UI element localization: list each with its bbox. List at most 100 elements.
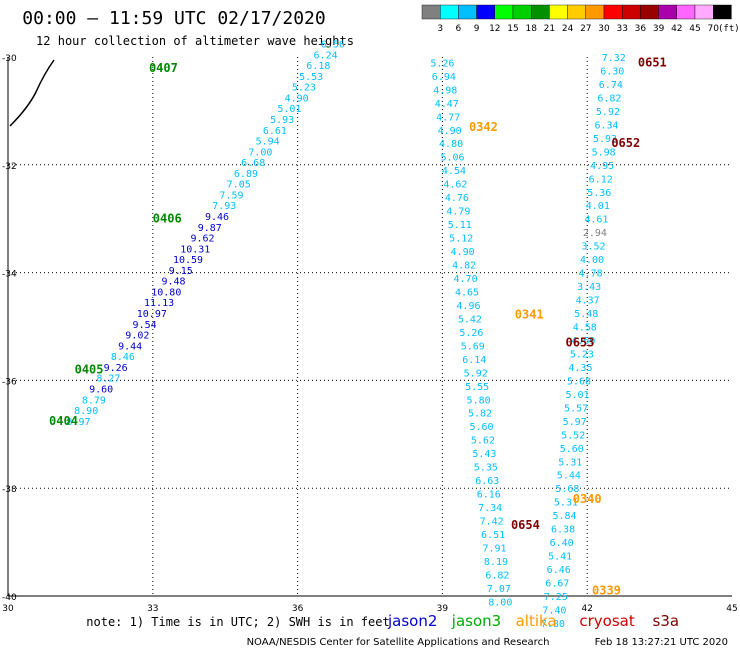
- colorbar-swatch: [585, 4, 605, 20]
- wave-height-label: 6.40: [550, 538, 574, 549]
- colorbar-tick-label: 3: [437, 24, 443, 34]
- wave-height-label: 4.37: [576, 296, 600, 307]
- wave-height-label: 5.92: [464, 368, 488, 379]
- pass-time-label: 0654: [511, 518, 540, 532]
- wave-height-label: 6.82: [597, 93, 621, 104]
- y-tick-label: -36: [2, 377, 17, 387]
- y-tick-label: -32: [2, 162, 17, 172]
- wave-height-label: 9.60: [89, 384, 113, 395]
- wave-height-label: 6.18: [306, 61, 330, 72]
- wave-height-label: 5.57: [564, 403, 588, 414]
- wave-height-label: 9.46: [205, 212, 229, 223]
- wave-height-label: 10.59: [173, 255, 203, 266]
- wave-height-label: 4.79: [446, 207, 470, 218]
- wave-height-label: 6.89: [234, 169, 258, 180]
- x-tick-label: 45: [726, 604, 737, 614]
- colorbar-tick-label: 12: [489, 24, 500, 34]
- wave-height-label: 7.91: [482, 543, 506, 554]
- colorbar-tick-label: 30: [598, 24, 610, 34]
- y-tick-label: -38: [2, 485, 17, 495]
- wave-height-label: 6.12: [589, 174, 613, 185]
- wave-height-label: 6.61: [263, 126, 287, 137]
- wave-height-label: 5.23: [292, 83, 316, 94]
- colorbar-swatch: [476, 4, 496, 20]
- wave-height-label: 4.35: [568, 363, 592, 374]
- legend-item-altika: altika: [516, 612, 557, 630]
- colorbar: 3 6 9 12 15 18 21 24 27 30 33 36 39 42 45 70: [421, 4, 732, 34]
- wave-height-label: 4.82: [452, 261, 476, 272]
- wave-height-label: 5.43: [472, 449, 496, 460]
- wave-height-label: 9.02: [125, 331, 149, 342]
- colorbar-swatch: [658, 4, 677, 20]
- wave-height-label: 5.41: [548, 552, 572, 563]
- wave-height-label: 5.60: [560, 444, 584, 455]
- wave-height-label: 7.34: [478, 503, 502, 514]
- wave-height-label: 7.40: [542, 605, 566, 616]
- pass-time-label: 0341: [515, 308, 544, 322]
- wave-height-label: 5.26: [430, 58, 454, 69]
- wave-height-label: 9.26: [104, 363, 128, 374]
- wave-height-label: 5.01: [565, 390, 589, 401]
- wave-height-label: 4.80: [439, 139, 463, 150]
- legend-item-s3a: s3a: [653, 612, 680, 630]
- legend-item-jason3: jason3: [451, 612, 501, 630]
- colorbar-swatch: [676, 4, 696, 20]
- wave-height-label: 6.51: [481, 530, 505, 541]
- wave-height-label: 6.16: [477, 490, 501, 501]
- wave-height-label: 4.00: [580, 255, 604, 266]
- wave-height-label: 5.31: [554, 498, 578, 509]
- pass-time-label: 0340: [573, 492, 602, 506]
- wave-height-label: 5.80: [467, 395, 491, 406]
- wave-height-label: 9.54: [133, 320, 157, 331]
- colorbar-tick-label: 70: [707, 24, 719, 34]
- colorbar-swatch: [421, 4, 441, 20]
- wave-height-label: 9.87: [198, 223, 222, 234]
- wave-height-label: 5.48: [574, 309, 598, 320]
- y-tick-label: -40: [2, 593, 17, 603]
- wave-height-label: 6.63: [475, 476, 499, 487]
- wave-height-label: 4.77: [436, 112, 460, 123]
- colorbar-swatch: [458, 4, 477, 20]
- chart-subtitle: 12 hour collection of altimeter wave hei…: [36, 34, 354, 48]
- wave-height-label: 4.47: [435, 99, 459, 110]
- colorbar-tick-label: 36: [635, 24, 647, 34]
- wave-height-label: 3.43: [577, 282, 601, 293]
- wave-height-label: 8.19: [484, 557, 508, 568]
- footer-timestamp: Feb 18 13:27:21 UTC 2020: [595, 637, 728, 648]
- colorbar-tick-label: 6: [456, 24, 462, 34]
- pass-time-label: 0405: [75, 363, 104, 377]
- wave-height-label: 6.46: [547, 565, 571, 576]
- colorbar-swatch: [549, 4, 568, 20]
- colorbar-swatch: [512, 4, 532, 20]
- colorbar-swatch: [622, 4, 641, 20]
- wave-height-label: 10.97: [137, 309, 167, 320]
- wave-height-label: 3.52: [581, 242, 605, 253]
- wave-height-label: 4.61: [584, 215, 608, 226]
- pass-time-label: 0652: [611, 136, 640, 150]
- colorbar-tick-label: 15: [507, 24, 518, 34]
- pass-time-label: 0407: [149, 61, 178, 75]
- wave-height-label: 5.69: [461, 341, 485, 352]
- wave-height-label: 5.12: [449, 234, 473, 245]
- wave-height-label: 5.98: [592, 147, 616, 158]
- wave-height-label: 5.68: [555, 484, 579, 495]
- wave-height-label: 6.24: [314, 50, 338, 61]
- wave-height-label: 5.01: [277, 104, 301, 115]
- x-tick-label: 36: [292, 604, 304, 614]
- wave-height-label: 8.46: [111, 352, 135, 363]
- wave-height-label: 5.93: [593, 134, 617, 145]
- colorbar-tick-label: 42: [671, 24, 682, 34]
- wave-height-label: 7.32: [602, 53, 626, 64]
- wave-height-label: 10.80: [151, 287, 181, 298]
- colorbar-tick-label: 21: [544, 24, 555, 34]
- wave-height-label: 5.06: [440, 153, 464, 164]
- wave-height-label: 7.93: [212, 201, 236, 212]
- wave-height-label: 5.36: [587, 188, 611, 199]
- wave-height-label: 9.15: [169, 266, 193, 277]
- wave-height-label: 7.00: [248, 147, 272, 158]
- colorbar-swatch: [694, 4, 714, 20]
- wave-height-label: 4.98: [433, 85, 457, 96]
- wave-height-label: 6.34: [594, 120, 618, 131]
- wave-height-label: 4.76: [445, 193, 469, 204]
- wave-height-label: 4.95: [590, 161, 614, 172]
